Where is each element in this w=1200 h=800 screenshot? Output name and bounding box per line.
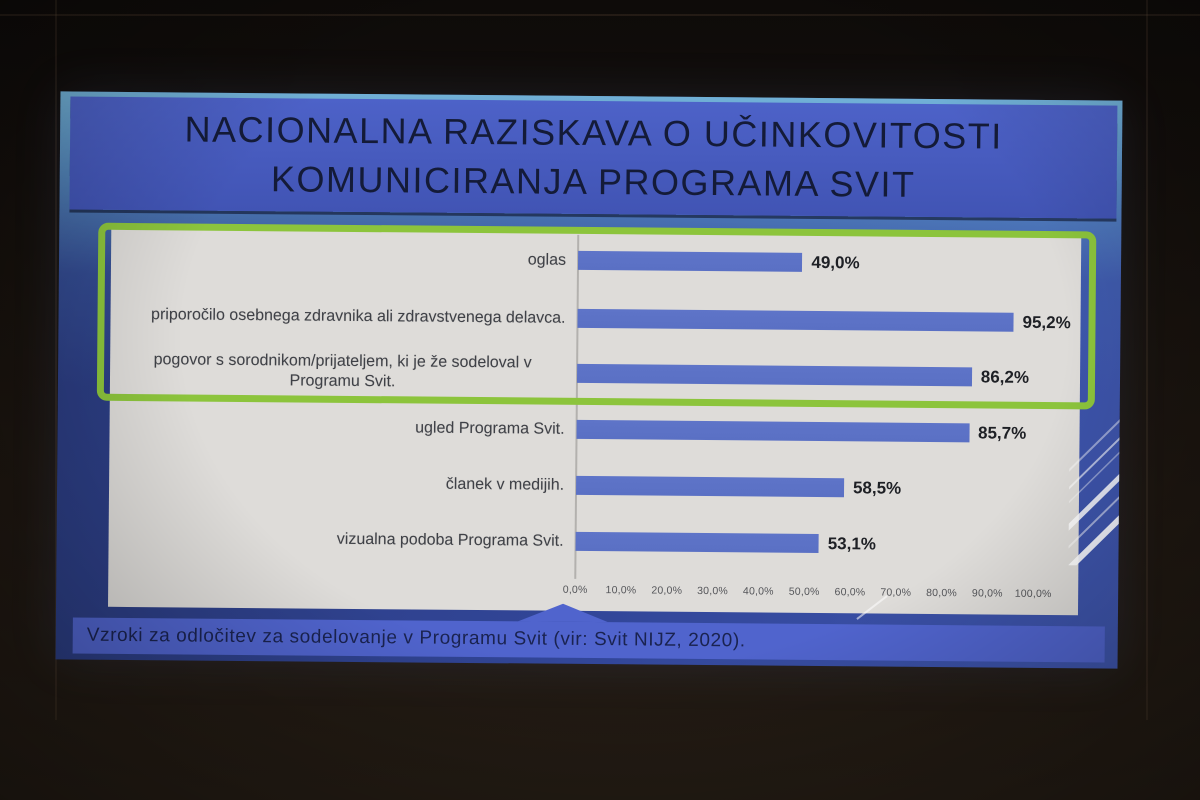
chart-row-1: priporočilo osebnega zdravnika ali zdrav… xyxy=(110,287,1080,351)
projection-screen-right-edge xyxy=(1146,0,1148,720)
category-label-2: pogovor s sorodnikom/prijateljem, ki je … xyxy=(153,351,532,391)
caption-callout-bar: Vzroki za odločitev za sodelovanje v Pro… xyxy=(72,617,1105,663)
bar-6 xyxy=(577,250,803,272)
x-axis-tick: 100,0% xyxy=(1014,587,1052,601)
chart-row-2: pogovor s sorodnikom/prijateljem, ki je … xyxy=(110,342,1080,406)
x-axis-tick: 60,0% xyxy=(834,586,866,599)
diagonal-stripes-decoration xyxy=(1068,410,1121,566)
caption-pointer-triangle xyxy=(517,603,609,623)
chart-row-4: članek v medijih. 58,5% xyxy=(109,454,1079,518)
value-label-6: 49,0% xyxy=(811,252,860,273)
slide-title-line-1: NACIONALNA RAZISKAVA O UČINKOVITOSTI xyxy=(184,108,1003,157)
projected-slide: NACIONALNA RAZISKAVA O UČINKOVITOSTI KOM… xyxy=(55,91,1123,669)
chart-row-3: ugled Programa Svit. 85,7% xyxy=(109,398,1079,462)
bar-4 xyxy=(575,475,845,498)
value-label-4: 58,5% xyxy=(852,478,902,498)
x-axis-tick: 80,0% xyxy=(926,586,957,600)
slide-title-block: NACIONALNA RAZISKAVA O UČINKOVITOSTI KOM… xyxy=(69,96,1118,219)
slide-title-line-2: KOMUNICIRANJA PROGRAMA SVIT xyxy=(270,157,916,205)
caption-text: Vzroki za odločitev za sodelovanje v Pro… xyxy=(86,624,746,652)
x-axis-tick: 50,0% xyxy=(788,585,820,599)
projection-screen-top-edge xyxy=(0,14,1200,16)
value-label-1: 95,2% xyxy=(1022,312,1071,333)
bar-3 xyxy=(576,419,970,443)
bar-2 xyxy=(576,363,972,387)
x-axis-tick: 10,0% xyxy=(605,584,637,597)
projection-screen-left-edge xyxy=(55,0,57,720)
value-label-5: 53,1% xyxy=(827,534,877,554)
bar-5 xyxy=(575,531,819,554)
x-axis-tick: 40,0% xyxy=(742,585,774,598)
bar-chart-panel: priporočilo osebnega zdravnika ali zdrav… xyxy=(108,228,1082,616)
x-axis-tick: 0,0% xyxy=(562,583,588,596)
x-axis-tick: 30,0% xyxy=(697,584,728,598)
x-axis-tick: 20,0% xyxy=(651,584,683,597)
category-label-6: oglas xyxy=(527,251,567,269)
x-axis-tick: 90,0% xyxy=(971,587,1003,600)
bar-1 xyxy=(577,308,1014,332)
category-label-4: članek v medijih. xyxy=(445,475,565,494)
value-label-3: 85,7% xyxy=(977,423,1027,443)
category-label-3: ugled Programa Svit. xyxy=(415,419,565,438)
chart-row-6: oglas 49,0% xyxy=(111,229,1081,293)
chart-row-5: vizualna podoba Programa Svit. 53,1% xyxy=(108,510,1078,574)
category-label-5: vizualna podoba Programa Svit. xyxy=(336,530,564,550)
value-label-2: 86,2% xyxy=(980,367,1030,387)
category-label-1: priporočilo osebnega zdravnika ali zdrav… xyxy=(151,306,566,327)
x-axis-tick-row: 0,0% 10,0% 20,0% 30,0% 40,0% 50,0% 60,0% 70,0% 8… xyxy=(108,580,1078,604)
